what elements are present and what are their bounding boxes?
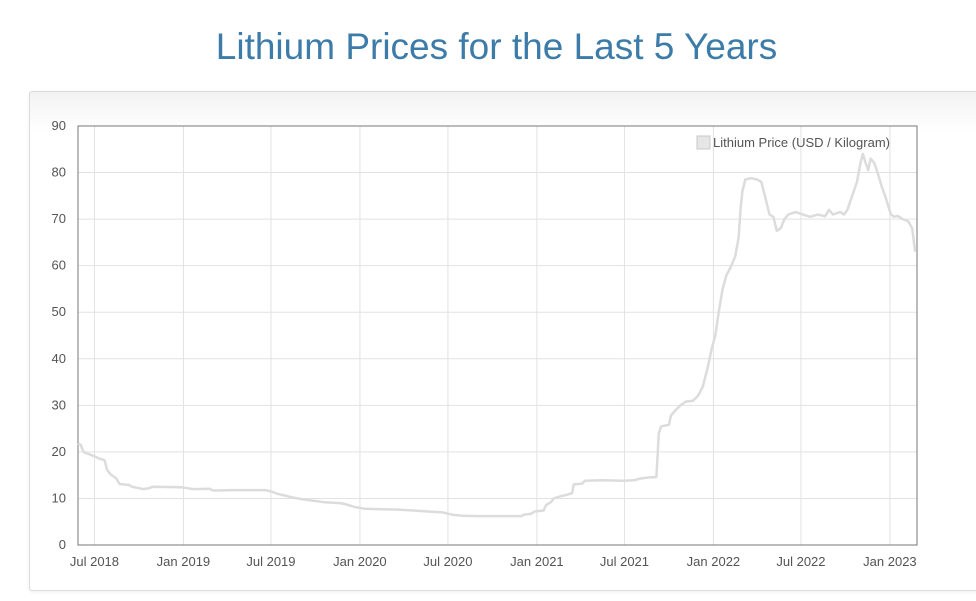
chart-card: 0 10 20 30 40 50 60 70 80 90 Jul 2018 Jan 2019 Jul 2… — [29, 91, 976, 591]
plot-area — [78, 126, 917, 545]
x-tick-label: Jul 2019 — [246, 554, 295, 569]
y-tick-label: 50 — [52, 304, 66, 319]
y-tick-label: 20 — [52, 444, 66, 459]
x-tick-label: Jan 2021 — [510, 554, 564, 569]
y-tick-label: 80 — [52, 165, 66, 180]
x-tick-label: Jan 2019 — [157, 554, 211, 569]
y-tick-label: 40 — [52, 351, 66, 366]
plot-border — [77, 125, 918, 546]
page-title: Lithium Prices for the Last 5 Years — [215, 26, 778, 67]
x-tick-label: Jul 2021 — [600, 554, 649, 569]
x-tick-label: Jan 2023 — [863, 554, 917, 569]
x-tick-label: Jan 2020 — [333, 554, 387, 569]
x-tick-label: Jul 2020 — [423, 554, 472, 569]
series-line — [77, 152, 917, 518]
y-tick-label: 90 — [52, 118, 66, 133]
y-tick-label: 10 — [52, 490, 66, 505]
y-tick-label: 70 — [52, 211, 66, 226]
x-tick-label: Jul 2022 — [776, 554, 825, 569]
y-tick-label: 60 — [52, 258, 66, 273]
lithium-price-chart: 0 10 20 30 40 50 60 70 80 90 Jul 2018 Jan 2019 Jul 2… — [52, 118, 918, 569]
y-tick-label: 0 — [59, 537, 66, 552]
y-tick-label: 30 — [52, 397, 66, 412]
legend-label: Lithium Price (USD / Kilogram) — [713, 135, 890, 150]
legend-swatch — [696, 135, 711, 150]
x-tick-label: Jan 2022 — [687, 554, 741, 569]
x-tick-label: Jul 2018 — [70, 554, 119, 569]
